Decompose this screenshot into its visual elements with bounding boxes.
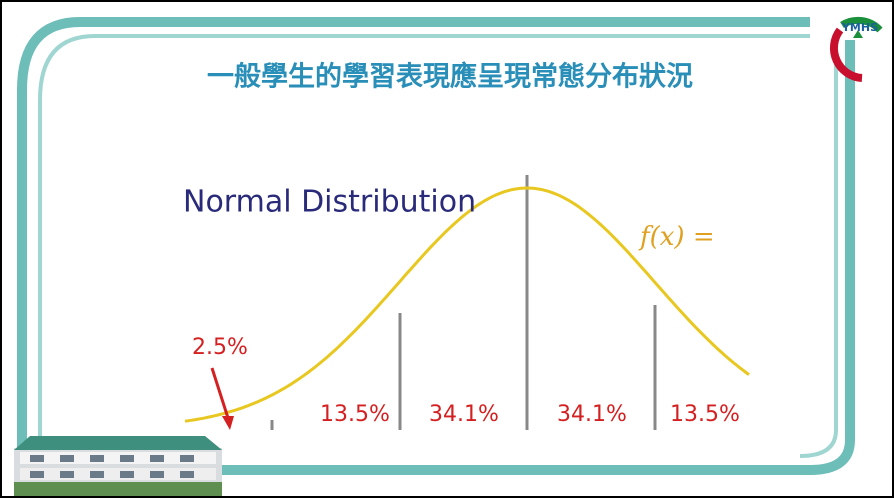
arrow: [210, 367, 230, 419]
percent-label: 2.5%: [192, 335, 248, 360]
frame-inner: [38, 34, 810, 460]
formula: f(x) =: [638, 222, 715, 252]
arrow-head: [222, 416, 234, 430]
percent-label: 34.1%: [429, 402, 499, 427]
logo: YMHS: [830, 16, 883, 82]
percent-label: 13.5%: [320, 402, 390, 427]
frame-right: [700, 40, 855, 475]
percent-label: 34.1%: [557, 402, 627, 427]
frame-outer: [17, 17, 810, 475]
percent-label: 13.5%: [670, 402, 740, 427]
bell-curve: [184, 186, 750, 423]
figure-heading: Normal Distribution: [183, 185, 476, 220]
slide-title: 一般學生的學習表現應呈現常態分布狀況: [207, 61, 693, 93]
frame-right-inner: [799, 50, 838, 458]
figure: Normal Distribution f(x) = 2.5% 13.5% 34…: [180, 170, 750, 430]
building-image: [14, 436, 222, 496]
logo-text: YMHS: [841, 21, 878, 34]
